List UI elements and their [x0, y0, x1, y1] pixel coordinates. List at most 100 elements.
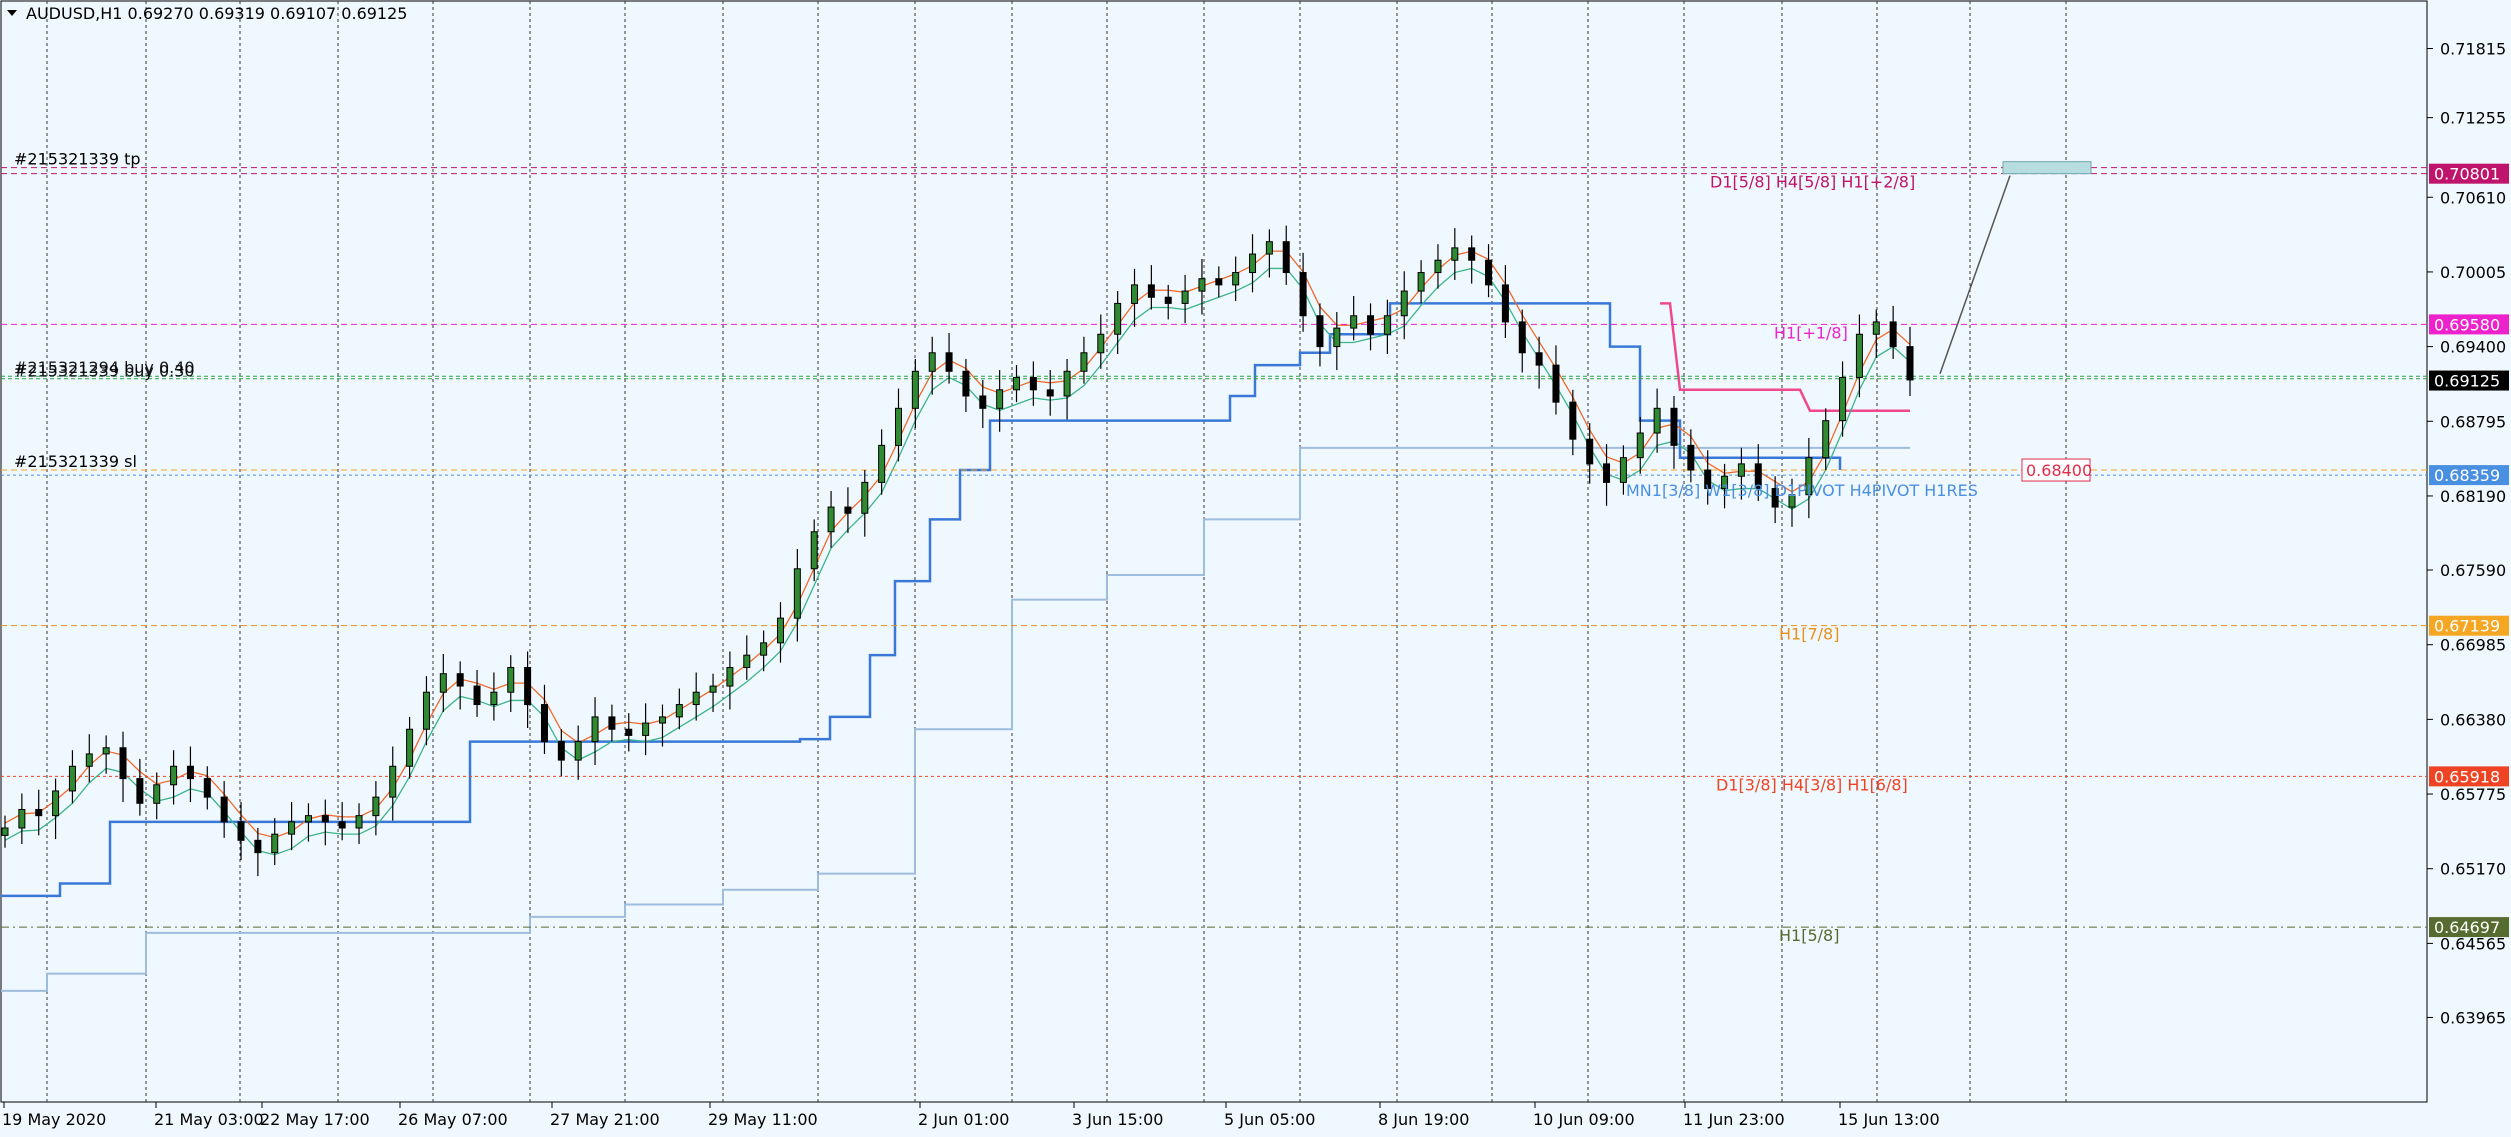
price-tick-label: 0.65775 — [2440, 785, 2506, 804]
candle-body — [422, 691, 430, 730]
candle-body — [878, 444, 886, 483]
price-tick-label: 0.70005 — [2440, 263, 2506, 282]
candle-body — [1822, 420, 1830, 459]
candle-body — [810, 531, 818, 570]
candle-body — [119, 747, 127, 780]
candle-body — [1839, 376, 1847, 422]
candle-body — [1501, 284, 1509, 323]
price-axis-tag-label: 0.67139 — [2434, 617, 2500, 636]
price-tick-label: 0.66380 — [2440, 710, 2506, 729]
candle-body — [1, 827, 9, 836]
candle-body — [1485, 259, 1493, 286]
candle-body — [1063, 370, 1071, 397]
candle-body — [1198, 278, 1206, 292]
candle-body — [1383, 315, 1391, 335]
price-axis-tag — [2429, 917, 2509, 938]
price-tick-label: 0.68190 — [2440, 487, 2506, 506]
candle-body — [1468, 247, 1476, 261]
price-tick-label: 0.69400 — [2440, 338, 2506, 357]
candle-body — [1805, 457, 1813, 496]
candle-body — [557, 741, 565, 761]
candle-body — [844, 506, 852, 514]
level-label: D1[3/8] H4[3/8] H1[6/8] — [1716, 775, 1908, 794]
chart-menu-icon[interactable] — [7, 10, 17, 16]
candle-body — [102, 747, 110, 755]
candle-body — [18, 808, 26, 829]
candle-body — [1754, 463, 1762, 490]
candle-body — [1872, 321, 1880, 335]
price-tick-label: 0.63965 — [2440, 1008, 2506, 1027]
candle-body — [1704, 469, 1712, 490]
sl-box-label: 0.68400 — [2026, 461, 2092, 480]
price-tick-label: 0.68795 — [2440, 412, 2506, 431]
candle-body — [1603, 463, 1611, 483]
order-label: #215321339 tp — [14, 150, 141, 169]
price-tick-label: 0.71815 — [2440, 40, 2506, 59]
candle-body — [642, 722, 650, 736]
candle-body — [524, 667, 532, 706]
candle-body — [1619, 457, 1627, 483]
candle-body — [338, 821, 346, 829]
candle-body — [1215, 278, 1223, 286]
candle-body — [608, 716, 616, 730]
candle-body — [170, 765, 178, 786]
candle-body — [1535, 352, 1543, 366]
candle-body — [911, 370, 919, 409]
order-label: #215321294 buy 0.40 — [14, 358, 195, 377]
candle-body — [52, 790, 60, 817]
time-tick-label: 22 May 17:00 — [260, 1110, 370, 1129]
candle-body — [1131, 284, 1139, 304]
candle-body — [827, 506, 835, 533]
price-axis-tag-label: 0.70801 — [2434, 165, 2500, 184]
price-axis-tag-label: 0.65918 — [2434, 767, 2500, 786]
candle-body — [220, 796, 228, 823]
price-tick-label: 0.67590 — [2440, 561, 2506, 580]
candle-body — [1586, 438, 1594, 465]
candle-body — [1114, 302, 1122, 335]
candle-body — [675, 704, 683, 718]
candle-body — [1788, 494, 1796, 508]
daily-stop-line — [1, 302, 1842, 898]
weekly-pivot-line — [1, 446, 1910, 992]
candle-body — [692, 691, 700, 706]
candle-body — [355, 815, 363, 829]
candle-body — [1451, 247, 1459, 261]
level-label: H1[+1/8] — [1774, 323, 1848, 342]
candle-body — [456, 673, 464, 687]
candle-body — [490, 691, 498, 706]
level-label: D1[5/8] H4[5/8] H1[+2/8] — [1710, 173, 1915, 192]
candle-body — [439, 673, 447, 693]
candle-body — [928, 352, 936, 372]
candle-body — [507, 667, 515, 693]
candle-body — [793, 568, 801, 619]
order-label: #215321339 sl — [14, 452, 137, 471]
candle-body — [861, 481, 869, 514]
level-label: H1[7/8] — [1779, 625, 1839, 644]
price-axis-tag-label: 0.64697 — [2434, 918, 2500, 937]
candle-body — [962, 370, 970, 397]
time-tick-label: 11 Jun 23:00 — [1683, 1110, 1785, 1129]
candle-body — [1687, 444, 1695, 471]
candle-body — [1569, 401, 1577, 440]
candle-body — [1147, 284, 1155, 298]
candle-body — [1855, 333, 1863, 378]
price-axis-tag-label: 0.68359 — [2434, 466, 2500, 485]
time-tick-label: 27 May 21:00 — [550, 1110, 660, 1129]
candle-body — [1906, 346, 1914, 381]
candle-body — [591, 716, 599, 743]
candle-body — [1046, 389, 1054, 397]
price-axis-tag — [2429, 163, 2509, 184]
candles — [1, 225, 1914, 877]
candle-body — [709, 685, 717, 693]
candle-body — [1737, 463, 1745, 477]
price-axis-tag-label: 0.69125 — [2434, 372, 2500, 391]
candle-body — [372, 796, 380, 817]
candle-body — [1636, 432, 1644, 459]
time-tick-label: 19 May 2020 — [2, 1110, 106, 1129]
price-axis-tag — [2429, 766, 2509, 787]
time-tick-label: 8 Jun 19:00 — [1378, 1110, 1469, 1129]
candle-body — [894, 407, 902, 446]
time-tick-label: 3 Jun 15:00 — [1072, 1110, 1163, 1129]
